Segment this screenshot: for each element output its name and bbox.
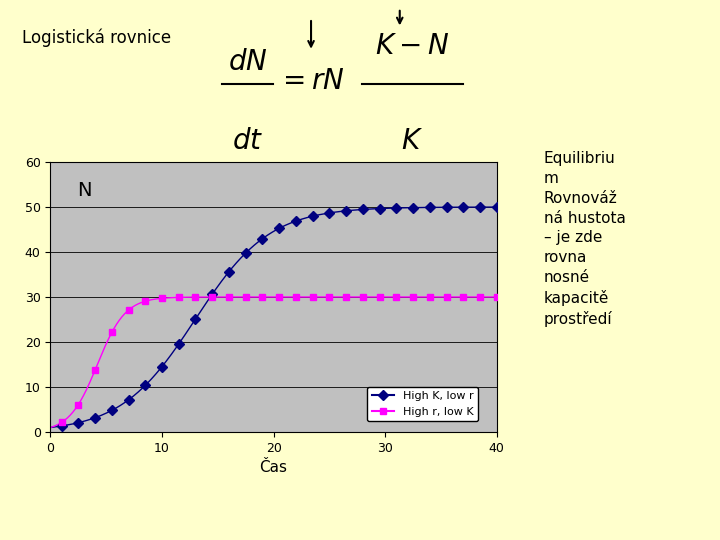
Text: $= \mathit{rN}$: $= \mathit{rN}$: [277, 67, 345, 95]
Text: $\mathit{dN}$: $\mathit{dN}$: [228, 49, 268, 76]
Text: Logistická rovnice: Logistická rovnice: [22, 29, 171, 47]
Text: $\mathit{K} - \mathit{N}$: $\mathit{K} - \mathit{N}$: [375, 32, 449, 60]
Text: $\mathit{K}$: $\mathit{K}$: [401, 127, 423, 156]
Text: N: N: [77, 181, 91, 200]
Text: $\mathit{dt}$: $\mathit{dt}$: [232, 127, 264, 156]
Legend: High K, low r, High r, low K: High K, low r, High r, low K: [367, 387, 478, 421]
X-axis label: Čas: Čas: [260, 460, 287, 475]
Text: Equilibriu
m
Rovnováž
ná hustota
– je zde
rovna
nosné
kapacitě
prostředí: Equilibriu m Rovnováž ná hustota – je zd…: [544, 151, 626, 327]
